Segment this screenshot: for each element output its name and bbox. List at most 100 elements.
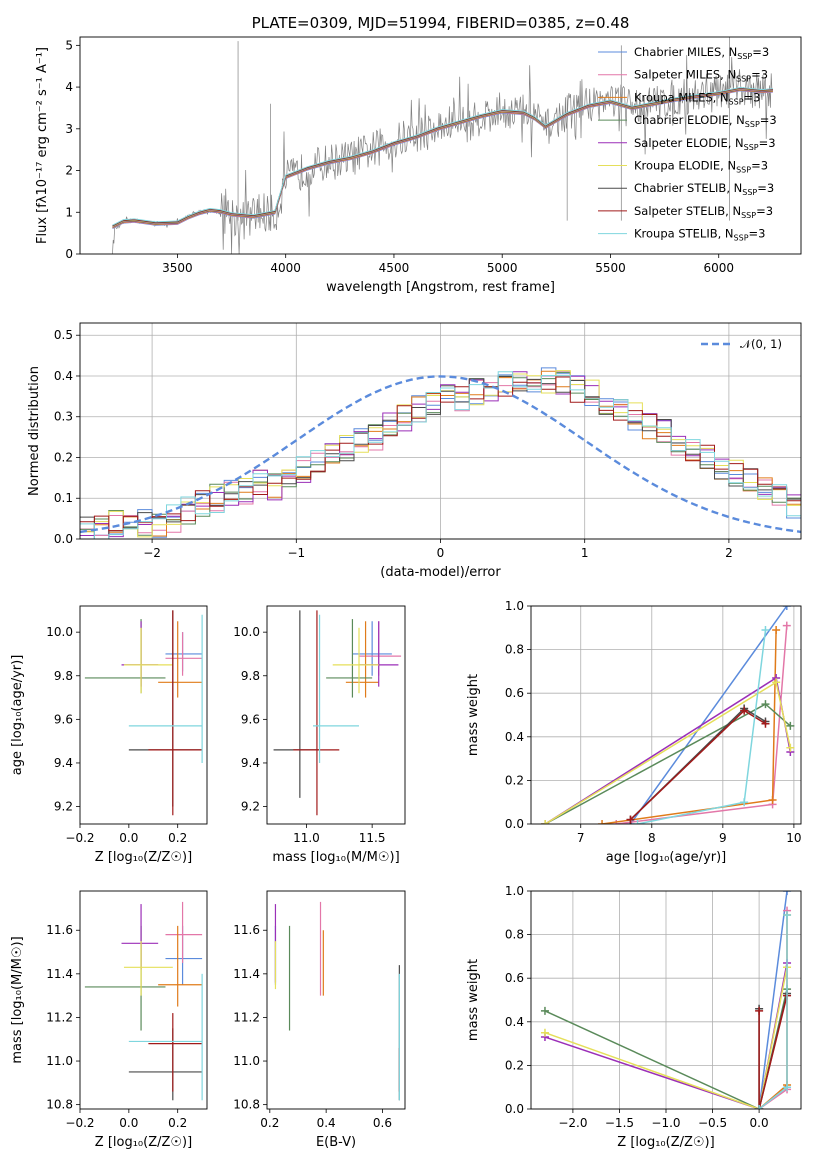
y-tick-label: 9.4 bbox=[54, 756, 73, 770]
y-tick-label: 4 bbox=[65, 80, 73, 94]
x-tick-label: 0.2 bbox=[168, 1116, 187, 1130]
plot-area bbox=[112, 37, 773, 254]
legend-sub: SSP bbox=[744, 143, 759, 152]
y-tick-label: 11.6 bbox=[233, 923, 260, 937]
plot-area bbox=[80, 367, 801, 539]
y-tick-label: 11.2 bbox=[233, 1010, 260, 1024]
y-tick-label: 10.8 bbox=[233, 1098, 260, 1112]
y-tick-label: 0.2 bbox=[54, 450, 73, 464]
mass-weight-line bbox=[629, 606, 788, 824]
x-tick-label: −1 bbox=[287, 546, 305, 560]
mass-weight-vs-metallicity-panel: −2.0 −1.5 −1.0 −0.5 0.0 0.0 0.2 0.4 0.6 0.8 1.0 Z [… bbox=[466, 884, 802, 1150]
mass-weight-vs-age-panel: 7 8 9 10 0.0 0.2 0.4 0.6 0.8 1.0 age [log₁₀(age/yr… bbox=[466, 599, 802, 865]
gaussian-curve bbox=[80, 375, 801, 534]
mass-vs-metallicity-panel: −0.2 0.0 0.2 10.8 11.0 11.2 11.4 11.6 Z [log₁₀(Z… bbox=[10, 890, 208, 1150]
legend-sub: SSP bbox=[737, 52, 752, 61]
x-tick-label: 0.0 bbox=[750, 1116, 769, 1130]
legend-value: =3 bbox=[751, 68, 768, 82]
plus-marker bbox=[626, 815, 635, 824]
mass-vs-ebv-panel: 0.2 0.4 0.6 10.8 11.0 11.2 11.4 11.6 E(B-V) bbox=[233, 890, 406, 1150]
y-tick-label: 9.6 bbox=[54, 712, 73, 726]
y-tick-label: 9.8 bbox=[241, 669, 260, 683]
x-axis-label: (data-model)/error bbox=[380, 565, 501, 580]
legend-value: =3 bbox=[760, 113, 777, 127]
axes-frame bbox=[79, 605, 208, 825]
y-tick-label: 0.0 bbox=[54, 532, 73, 546]
x-tick-label: 0.0 bbox=[119, 1116, 138, 1130]
y-tick-label: 11.0 bbox=[46, 1054, 73, 1068]
legend-entry: Kroupa ELODIE, NSSP=3 bbox=[634, 159, 768, 175]
x-axis-label: Z [log₁₀(Z/Z☉)] bbox=[95, 850, 192, 865]
plus-marker bbox=[761, 625, 770, 634]
x-tick-label: 10 bbox=[786, 831, 801, 845]
y-tick-label: 0.8 bbox=[505, 928, 524, 942]
plus-marker bbox=[598, 820, 607, 824]
x-tick-label: 6000 bbox=[703, 261, 734, 275]
plus-marker bbox=[540, 1028, 549, 1037]
legend-value: =3 bbox=[757, 181, 774, 195]
plus-marker bbox=[772, 625, 781, 634]
x-tick-label: −2.0 bbox=[558, 1116, 587, 1130]
plot-area bbox=[273, 610, 402, 816]
x-tick-label: −0.5 bbox=[698, 1116, 727, 1130]
legend-entry: Chabrier MILES, NSSP=3 bbox=[634, 45, 769, 61]
plus-marker bbox=[782, 621, 791, 630]
x-tick-label: −1.0 bbox=[651, 1116, 680, 1130]
y-axis-label: mass weight bbox=[466, 959, 481, 1041]
y-tick-label: 0.6 bbox=[505, 686, 524, 700]
y-tick-label: 0.1 bbox=[54, 491, 73, 505]
x-tick-label: 0.4 bbox=[317, 1116, 336, 1130]
age-vs-mass-panel: 11.0 11.5 9.2 9.4 9.6 9.8 10.0 mass [log₁₀(M/M☉… bbox=[233, 605, 406, 865]
legend-sub: SSP bbox=[736, 75, 751, 84]
spectrum-panel: 3500 4000 4500 5000 5500 6000 0 1 2 3 4 5 wavelength… bbox=[35, 36, 802, 295]
legend-value: =3 bbox=[759, 136, 776, 150]
mass-weight-line bbox=[601, 629, 777, 824]
x-tick-label: 9 bbox=[719, 831, 727, 845]
x-axis-label: age [log₁₀(age/yr)] bbox=[606, 850, 727, 865]
x-axis-label: mass [log₁₀(M/M☉)] bbox=[272, 850, 399, 865]
plot-area bbox=[274, 901, 400, 1101]
plus-marker bbox=[783, 1083, 792, 1092]
y-axis-label: mass [log₁₀(M/M☉)] bbox=[10, 936, 25, 1063]
y-tick-label: 1.0 bbox=[505, 599, 524, 613]
plus-marker bbox=[755, 1105, 764, 1109]
x-tick-label: 5000 bbox=[487, 261, 518, 275]
y-tick-label: 11.6 bbox=[46, 923, 73, 937]
x-tick-label: 0.0 bbox=[119, 831, 138, 845]
y-tick-label: 0.5 bbox=[54, 328, 73, 342]
axes-frame bbox=[266, 890, 406, 1110]
y-tick-label: 9.8 bbox=[54, 669, 73, 683]
y-tick-label: 0.0 bbox=[505, 817, 524, 831]
y-tick-label: 10.8 bbox=[46, 1098, 73, 1112]
y-tick-label: 11.2 bbox=[46, 1010, 73, 1024]
x-tick-label: 4500 bbox=[379, 261, 410, 275]
plus-marker bbox=[783, 891, 792, 895]
legend-sub: SSP bbox=[729, 97, 744, 106]
legend-sub: SSP bbox=[736, 166, 751, 175]
y-tick-label: 3 bbox=[65, 122, 73, 136]
axes-frame bbox=[530, 890, 802, 1110]
legend-value: =3 bbox=[756, 204, 773, 218]
plot-area bbox=[84, 610, 203, 816]
x-tick-label: 2 bbox=[725, 546, 733, 560]
y-tick-label: 10.0 bbox=[46, 625, 73, 639]
y-tick-label: 9.2 bbox=[54, 800, 73, 814]
y-tick-label: 1 bbox=[65, 205, 73, 219]
plus-marker bbox=[540, 1006, 549, 1015]
plus-marker bbox=[761, 700, 770, 709]
plus-marker bbox=[786, 721, 795, 730]
spectrum-data-line bbox=[112, 55, 773, 254]
x-tick-label: 3500 bbox=[162, 261, 193, 275]
y-axis-label: mass weight bbox=[466, 674, 481, 756]
x-tick-label: 0.2 bbox=[260, 1116, 279, 1130]
mass-weight-line bbox=[758, 891, 788, 1109]
plus-marker bbox=[768, 796, 777, 805]
chart-title: PLATE=0309, MJD=51994, FIBERID=0385, z=0… bbox=[252, 14, 630, 32]
x-tick-label: 11.5 bbox=[359, 831, 386, 845]
axes-frame bbox=[79, 890, 208, 1110]
x-tick-label: 1 bbox=[581, 546, 589, 560]
x-axis-label: E(B-V) bbox=[316, 1135, 356, 1150]
y-tick-label: 0.8 bbox=[505, 643, 524, 657]
x-tick-label: 11.0 bbox=[293, 831, 320, 845]
